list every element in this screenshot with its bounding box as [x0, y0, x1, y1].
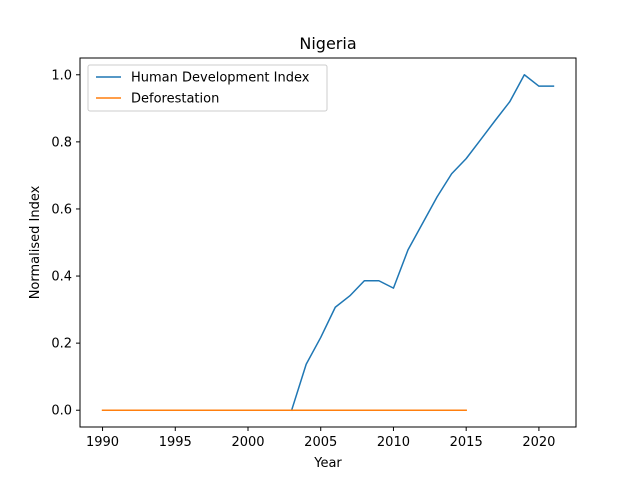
x-axis: 1990 1995 2000 2005 2010 2015 2020: [86, 427, 555, 450]
legend: Human Development Index Deforestation: [87, 64, 328, 112]
plot-area: [101, 74, 555, 412]
y-axis: 0.0 0.2 0.4 0.6 0.8 1.0: [51, 68, 80, 419]
y-tick-label-5: 1.0: [51, 68, 72, 83]
y-tick-label-0: 0.0: [51, 404, 72, 419]
y-tick-label-1: 0.2: [51, 337, 72, 352]
y-tick-label-3: 0.6: [51, 202, 72, 217]
legend-box: [87, 64, 328, 112]
x-tick-label-5: 2015: [450, 435, 483, 450]
y-tick-label-2: 0.4: [51, 270, 72, 285]
legend-label-0: Human Development Index: [131, 71, 310, 86]
chart-title: Nigeria: [299, 34, 356, 53]
x-tick-label-6: 2020: [522, 435, 555, 450]
y-tick-label-4: 0.8: [51, 135, 72, 150]
x-axis-title: Year: [313, 456, 342, 471]
series-line-0: [290, 74, 555, 412]
y-axis-title: Normalised Index: [28, 185, 43, 299]
x-tick-label-0: 1990: [86, 435, 119, 450]
legend-label-1: Deforestation: [131, 92, 219, 107]
x-tick-label-3: 2005: [304, 435, 337, 450]
x-tick-label-4: 2010: [377, 435, 410, 450]
x-tick-label-1: 1995: [159, 435, 192, 450]
plot-frame: [79, 57, 577, 428]
x-tick-label-2: 2000: [231, 435, 264, 450]
